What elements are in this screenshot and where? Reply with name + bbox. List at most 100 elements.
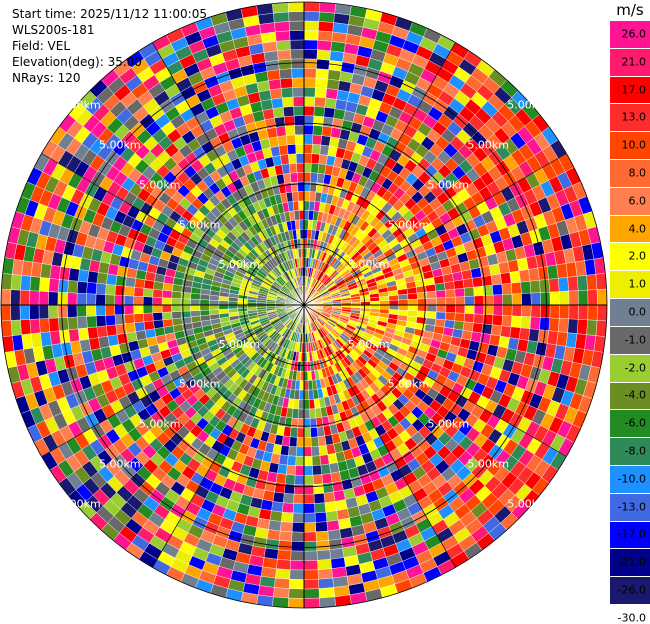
velocity-cell <box>76 316 88 329</box>
velocity-cell <box>482 285 494 296</box>
velocity-cell <box>303 134 314 145</box>
velocity-cell <box>29 276 41 292</box>
velocity-cell <box>303 446 313 457</box>
velocity-cell <box>314 87 327 98</box>
velocity-cell <box>199 304 210 311</box>
velocity-cell <box>288 153 297 164</box>
velocity-cell <box>379 300 390 306</box>
velocity-cell <box>511 304 522 317</box>
colorbar-tick-label: 4.0 <box>628 222 647 236</box>
velocity-cell <box>303 106 315 117</box>
velocity-cell <box>303 200 310 211</box>
velocity-cell <box>289 172 298 183</box>
velocity-cell <box>319 454 330 466</box>
velocity-cell <box>303 219 309 230</box>
velocity-cell <box>114 314 126 325</box>
velocity-cell <box>379 295 390 302</box>
velocity-cell <box>398 293 409 301</box>
velocity-cell <box>133 287 145 297</box>
velocity-cell <box>379 304 390 310</box>
velocity-cell <box>303 96 316 107</box>
velocity-cell <box>464 295 475 306</box>
velocity-cell <box>171 297 182 306</box>
velocity-cell <box>303 569 319 580</box>
velocity-cell <box>303 475 314 486</box>
velocity-cell <box>425 284 436 293</box>
velocity-cell <box>587 289 598 306</box>
velocity-cell <box>502 304 513 317</box>
velocity-cell <box>529 316 541 330</box>
velocity-cell <box>435 290 446 299</box>
velocity-cell <box>171 304 182 313</box>
velocity-cell <box>276 559 291 570</box>
velocity-cell <box>416 310 428 319</box>
velocity-cell <box>171 290 182 299</box>
velocity-cell <box>124 286 135 297</box>
velocity-cell <box>492 304 503 316</box>
velocity-cell <box>303 172 312 183</box>
velocity-cell <box>521 304 532 318</box>
velocity-cell <box>275 473 287 485</box>
range-ring-label: 5.00km <box>507 99 549 112</box>
velocity-cell <box>286 464 296 476</box>
velocity-cell <box>291 191 299 202</box>
velocity-cell <box>283 493 295 504</box>
velocity-cell <box>290 541 305 552</box>
velocity-cell <box>275 125 287 137</box>
colorbar-tick-label: -30.0 <box>617 611 646 624</box>
velocity-cell <box>303 11 320 22</box>
velocity-cell <box>500 272 512 285</box>
range-ring-label: 5.00km <box>139 418 181 431</box>
velocity-cell <box>218 308 229 315</box>
colorbar-tick-label: 10.0 <box>621 138 647 152</box>
velocity-cell <box>1 320 13 337</box>
velocity-cell <box>490 324 502 337</box>
velocity-cell <box>313 483 324 495</box>
velocity-cell <box>312 134 322 146</box>
velocity-cell <box>315 521 328 533</box>
range-ring-label: 5.00km <box>467 139 509 152</box>
velocity-cell <box>303 124 314 135</box>
velocity-cell <box>319 596 336 608</box>
velocity-cell <box>274 577 290 589</box>
velocity-cell <box>284 483 295 495</box>
velocity-cell <box>278 540 292 552</box>
velocity-cell <box>303 579 320 590</box>
velocity-cell <box>289 30 305 41</box>
velocity-cell <box>272 107 285 119</box>
range-ring-label: 5.00km <box>219 258 261 271</box>
velocity-cell <box>86 304 97 317</box>
scan-info-block: Start time: 2025/11/12 11:00:05 WLS200s-… <box>12 6 207 86</box>
colorbar-unit-label: m/s <box>616 1 644 19</box>
velocity-cell <box>492 294 503 306</box>
velocity-cell <box>318 587 335 599</box>
velocity-cell <box>289 569 305 580</box>
velocity-cell <box>473 286 484 297</box>
velocity-cell <box>199 309 210 317</box>
velocity-cell <box>29 318 41 334</box>
velocity-cell <box>426 311 437 320</box>
velocity-cell <box>303 389 310 400</box>
velocity-cell <box>126 331 138 343</box>
velocity-cell <box>303 512 316 523</box>
velocity-cell <box>360 301 371 306</box>
velocity-cell <box>295 456 305 467</box>
velocity-cell <box>297 181 305 192</box>
velocity-cell <box>540 304 551 319</box>
velocity-cell <box>315 77 328 89</box>
velocity-cell <box>578 289 589 306</box>
velocity-cell <box>218 300 229 306</box>
velocity-cell <box>295 143 305 154</box>
velocity-cell <box>370 300 380 306</box>
velocity-cell <box>283 173 292 184</box>
velocity-cell <box>268 136 280 148</box>
velocity-cell <box>143 288 154 298</box>
velocity-cell <box>316 58 330 70</box>
velocity-cell <box>162 318 174 328</box>
velocity-cell <box>303 522 317 533</box>
velocity-cell <box>281 512 294 523</box>
velocity-cell <box>303 437 312 448</box>
velocity-cell <box>321 125 333 137</box>
range-ring-label: 5.00km <box>59 99 101 112</box>
ppi-velocity-plot: 5.00km 5.00km 5.00km 5.00km 5.00km 5.00km 5.00… <box>0 1 608 609</box>
